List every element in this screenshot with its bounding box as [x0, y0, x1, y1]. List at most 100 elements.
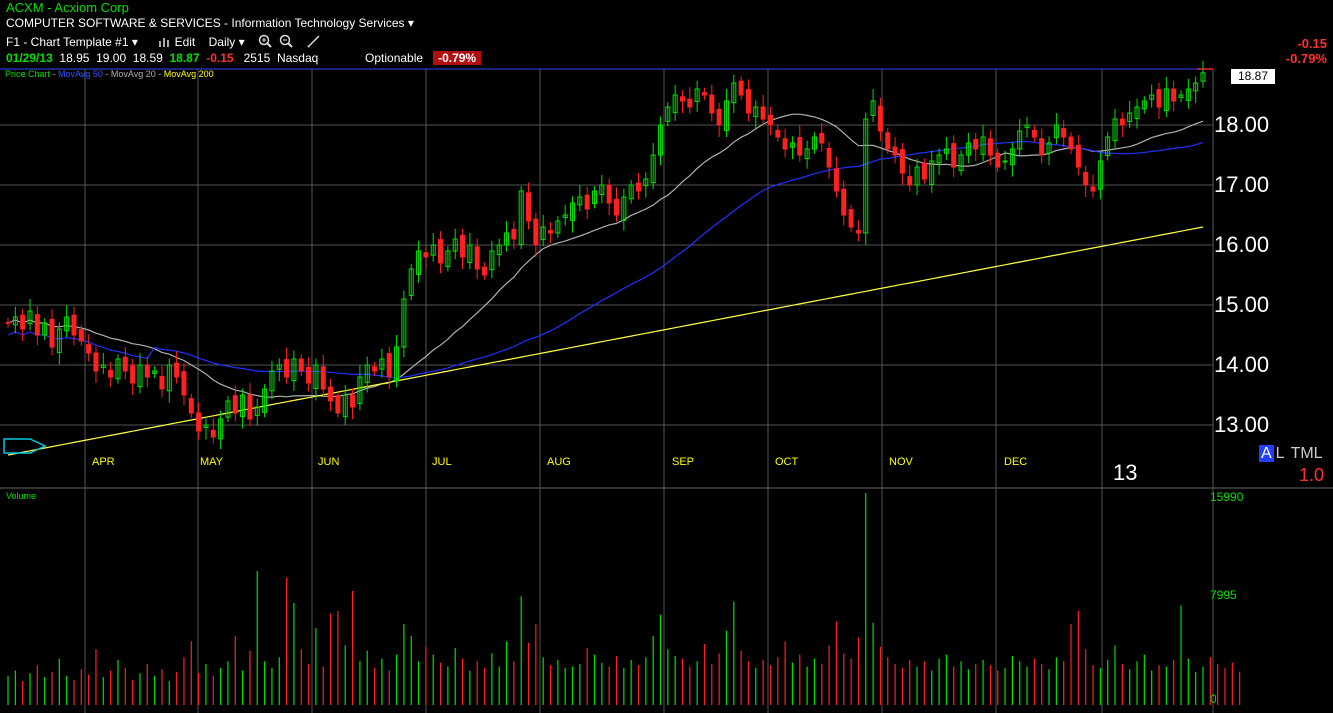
- candle-body: [855, 230, 861, 234]
- sector-dropdown[interactable]: COMPUTER SOFTWARE & SERVICES - Informati…: [6, 16, 414, 30]
- edit-button[interactable]: Edit: [159, 35, 195, 49]
- candle: [71, 306, 77, 346]
- candle: [1105, 132, 1111, 161]
- candle-body: [174, 362, 180, 378]
- symbol-title[interactable]: ACXM - Acxiom Corp: [6, 0, 129, 15]
- candle: [657, 116, 663, 166]
- zoom-out-button[interactable]: [279, 34, 294, 49]
- chart-template-dropdown[interactable]: F1 - Chart Template #1 ▾: [6, 35, 138, 49]
- tml-button[interactable]: TML: [1290, 445, 1323, 462]
- draw-tool-button[interactable]: [306, 34, 321, 49]
- scroll-arrow-icon[interactable]: [3, 438, 47, 454]
- candle-body: [232, 395, 238, 414]
- candle-body: [885, 132, 891, 150]
- auto-scale-button[interactable]: A: [1259, 445, 1274, 462]
- scale-value: 1.0: [1299, 465, 1325, 485]
- candle-body: [570, 202, 576, 221]
- candle: [115, 354, 121, 384]
- month-label: NOV: [889, 456, 913, 468]
- candle: [401, 290, 407, 358]
- candle-body: [701, 92, 707, 96]
- candle: [386, 347, 392, 389]
- candle-body: [804, 148, 810, 160]
- candle-body: [526, 192, 532, 222]
- month-label: OCT: [775, 456, 799, 468]
- candle: [1090, 174, 1096, 198]
- quote-open: 18.95: [59, 51, 90, 65]
- candle: [716, 102, 722, 137]
- candle: [137, 353, 143, 394]
- candle-body: [936, 154, 942, 164]
- candle-body: [188, 398, 194, 414]
- candle-body: [1046, 142, 1052, 154]
- candle-body: [657, 124, 663, 156]
- candle-body: [973, 138, 979, 150]
- month-label: JUL: [432, 456, 452, 468]
- candle-body: [42, 322, 48, 336]
- candle: [379, 348, 385, 378]
- log-scale-button[interactable]: L: [1275, 445, 1285, 462]
- candle: [108, 362, 114, 388]
- candle: [782, 128, 788, 158]
- period-dropdown[interactable]: Daily ▾: [209, 35, 245, 49]
- month-label: SEP: [672, 456, 695, 468]
- volume-tick: 15990: [1210, 490, 1244, 504]
- candle-body: [841, 188, 847, 216]
- ma20-line: [7, 113, 1204, 398]
- candle: [936, 148, 942, 175]
- candle: [914, 158, 920, 196]
- candle: [679, 90, 685, 113]
- candle: [555, 216, 561, 238]
- candle: [701, 87, 707, 100]
- candle: [225, 396, 231, 422]
- candle-body: [599, 184, 605, 196]
- candle: [826, 141, 832, 179]
- candle-body: [899, 149, 905, 174]
- candle: [1156, 83, 1162, 119]
- volume-title: Volume: [6, 491, 37, 501]
- candle: [364, 356, 370, 393]
- candle-body: [870, 100, 876, 116]
- candle: [78, 324, 84, 346]
- candle: [1112, 108, 1118, 149]
- candle-body: [108, 369, 114, 378]
- candle-body: [78, 329, 84, 342]
- candle-body: [320, 366, 326, 390]
- candle-body: [445, 250, 451, 268]
- candle: [5, 317, 11, 328]
- candle-body: [679, 96, 685, 102]
- candle: [1127, 101, 1133, 128]
- candle: [1200, 60, 1206, 88]
- candle: [745, 79, 751, 122]
- quote-bar: 01/29/13 18.95 19.00 18.59 18.87 -0.15 2…: [6, 51, 482, 65]
- candle: [562, 204, 568, 226]
- candle-body: [1002, 160, 1008, 163]
- candle-body: [1039, 138, 1045, 156]
- zoom-in-button[interactable]: [258, 34, 272, 49]
- candle-body: [1134, 106, 1140, 119]
- month-label: AUG: [547, 456, 571, 468]
- volume-tick: 0: [1210, 692, 1217, 706]
- candle-body: [152, 370, 158, 374]
- candle-body: [987, 138, 993, 156]
- candle: [416, 240, 422, 283]
- candle-body: [760, 106, 766, 120]
- candle-body: [284, 359, 290, 378]
- candle: [1171, 80, 1177, 112]
- candle-body: [1024, 124, 1030, 128]
- quote-change: -0.15: [206, 51, 234, 65]
- candle: [27, 299, 33, 331]
- candle-body: [291, 358, 297, 382]
- candle: [533, 212, 539, 257]
- candle-body: [643, 178, 649, 187]
- candle: [210, 418, 216, 444]
- candle: [232, 385, 238, 422]
- candle-body: [467, 244, 473, 263]
- candle-body: [533, 218, 539, 246]
- candle-body: [731, 82, 737, 104]
- candle: [965, 132, 971, 164]
- candle: [628, 180, 634, 204]
- candle-body: [1178, 94, 1184, 98]
- candle-body: [753, 106, 759, 118]
